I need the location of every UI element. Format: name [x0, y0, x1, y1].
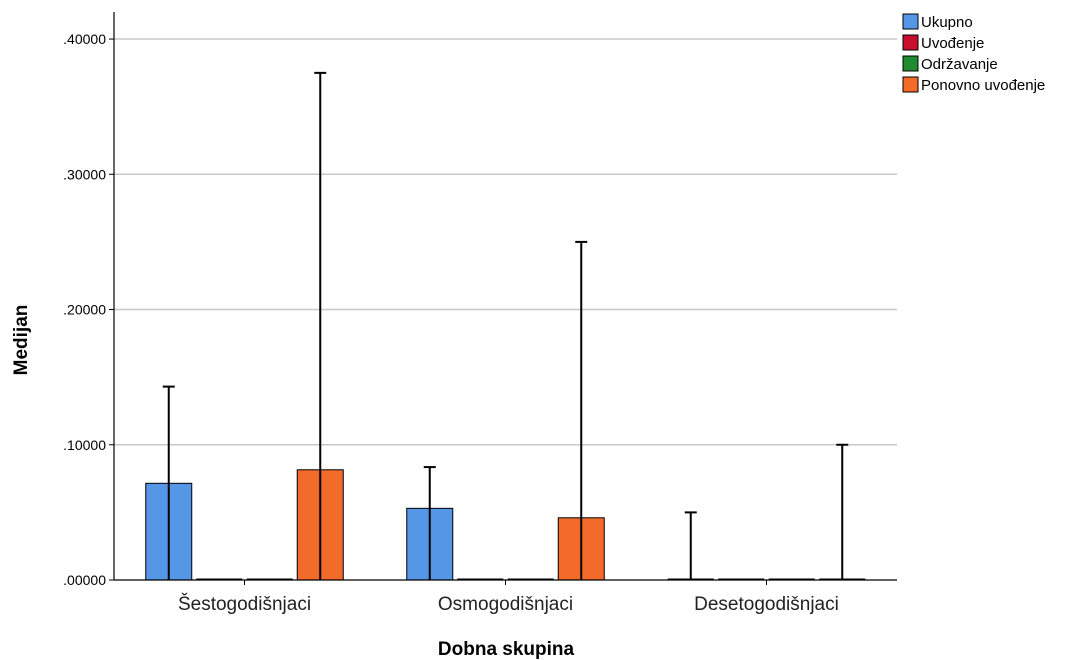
legend-swatch — [902, 34, 919, 51]
error-bars — [162, 71, 849, 580]
x-category-labels: Šestogodišnjaci Osmogodišnjaci Desetogodiš… — [178, 580, 839, 615]
gridlines — [114, 38, 897, 446]
y-tick-label: .00000 — [63, 572, 106, 588]
x-category-label: Osmogodišnjaci — [438, 594, 573, 615]
y-tick-label: .40000 — [63, 31, 106, 47]
y-axis-title: Medijan — [11, 305, 32, 376]
x-axis-title: Dobna skupina — [438, 639, 575, 660]
legend-swatch — [902, 13, 919, 30]
y-tick-label: .20000 — [63, 302, 106, 318]
y-tick-labels: .00000 .10000 .20000 .30000 .40000 — [63, 31, 114, 588]
legend-swatch — [902, 55, 919, 72]
legend-swatch — [902, 76, 919, 93]
x-category-label: Desetogodišnjaci — [694, 594, 839, 615]
legend-label: Ponovno uvođenje — [921, 77, 1045, 94]
y-tick-label: .10000 — [63, 437, 106, 453]
y-tick-label: .30000 — [63, 166, 106, 182]
legend-label: Uvođenje — [921, 35, 984, 52]
legend: Ukupno Uvođenje Održavanje Ponovno uvođenje — [902, 13, 1045, 94]
axes — [113, 12, 897, 581]
bars — [145, 469, 866, 581]
legend-label: Održavanje — [921, 56, 998, 73]
x-category-label: Šestogodišnjaci — [178, 593, 311, 615]
legend-label: Ukupno — [921, 14, 973, 31]
